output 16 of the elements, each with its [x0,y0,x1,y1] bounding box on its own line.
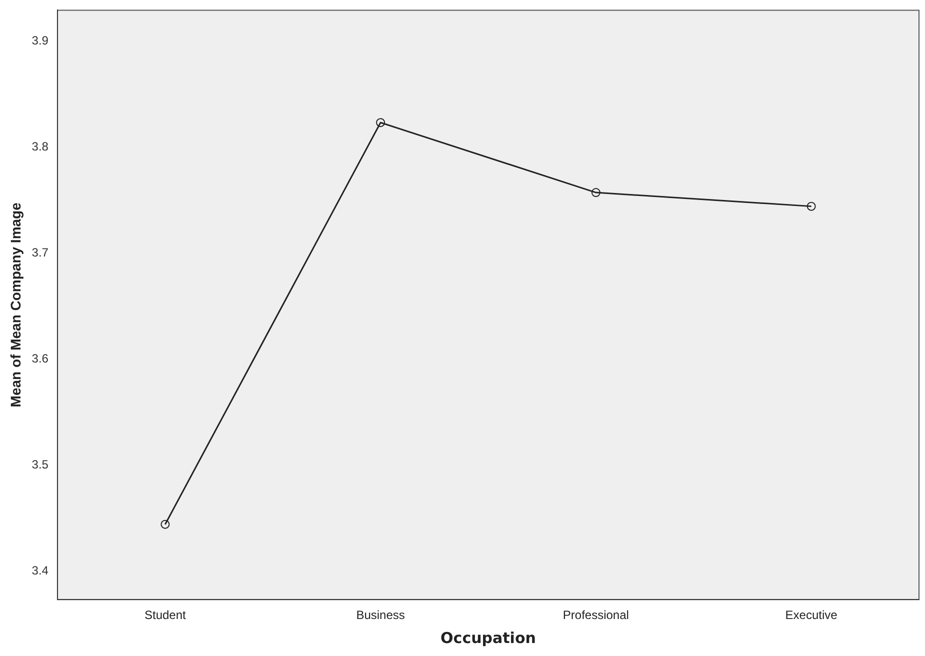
x-axis-title: Occupation [440,628,536,647]
y-tick-label: 3.4 [32,563,49,578]
x-tick-label: Business [356,608,405,622]
point [376,118,386,128]
x-tick-label: Executive [785,608,838,622]
y-tick-label: 3.7 [32,245,49,260]
point [160,520,170,529]
y-tick-label: 3.6 [32,351,49,366]
y-tick-label: 3.9 [32,33,49,48]
y-tick-label: 3.8 [32,139,49,154]
y-axis-title: Mean of Mean Company Image [7,202,24,408]
point [806,202,816,211]
y-tick-label: 3.5 [32,457,49,472]
x-tick-label: Student [144,608,187,622]
x-tick-label: Professional [562,608,629,622]
point [591,188,600,198]
